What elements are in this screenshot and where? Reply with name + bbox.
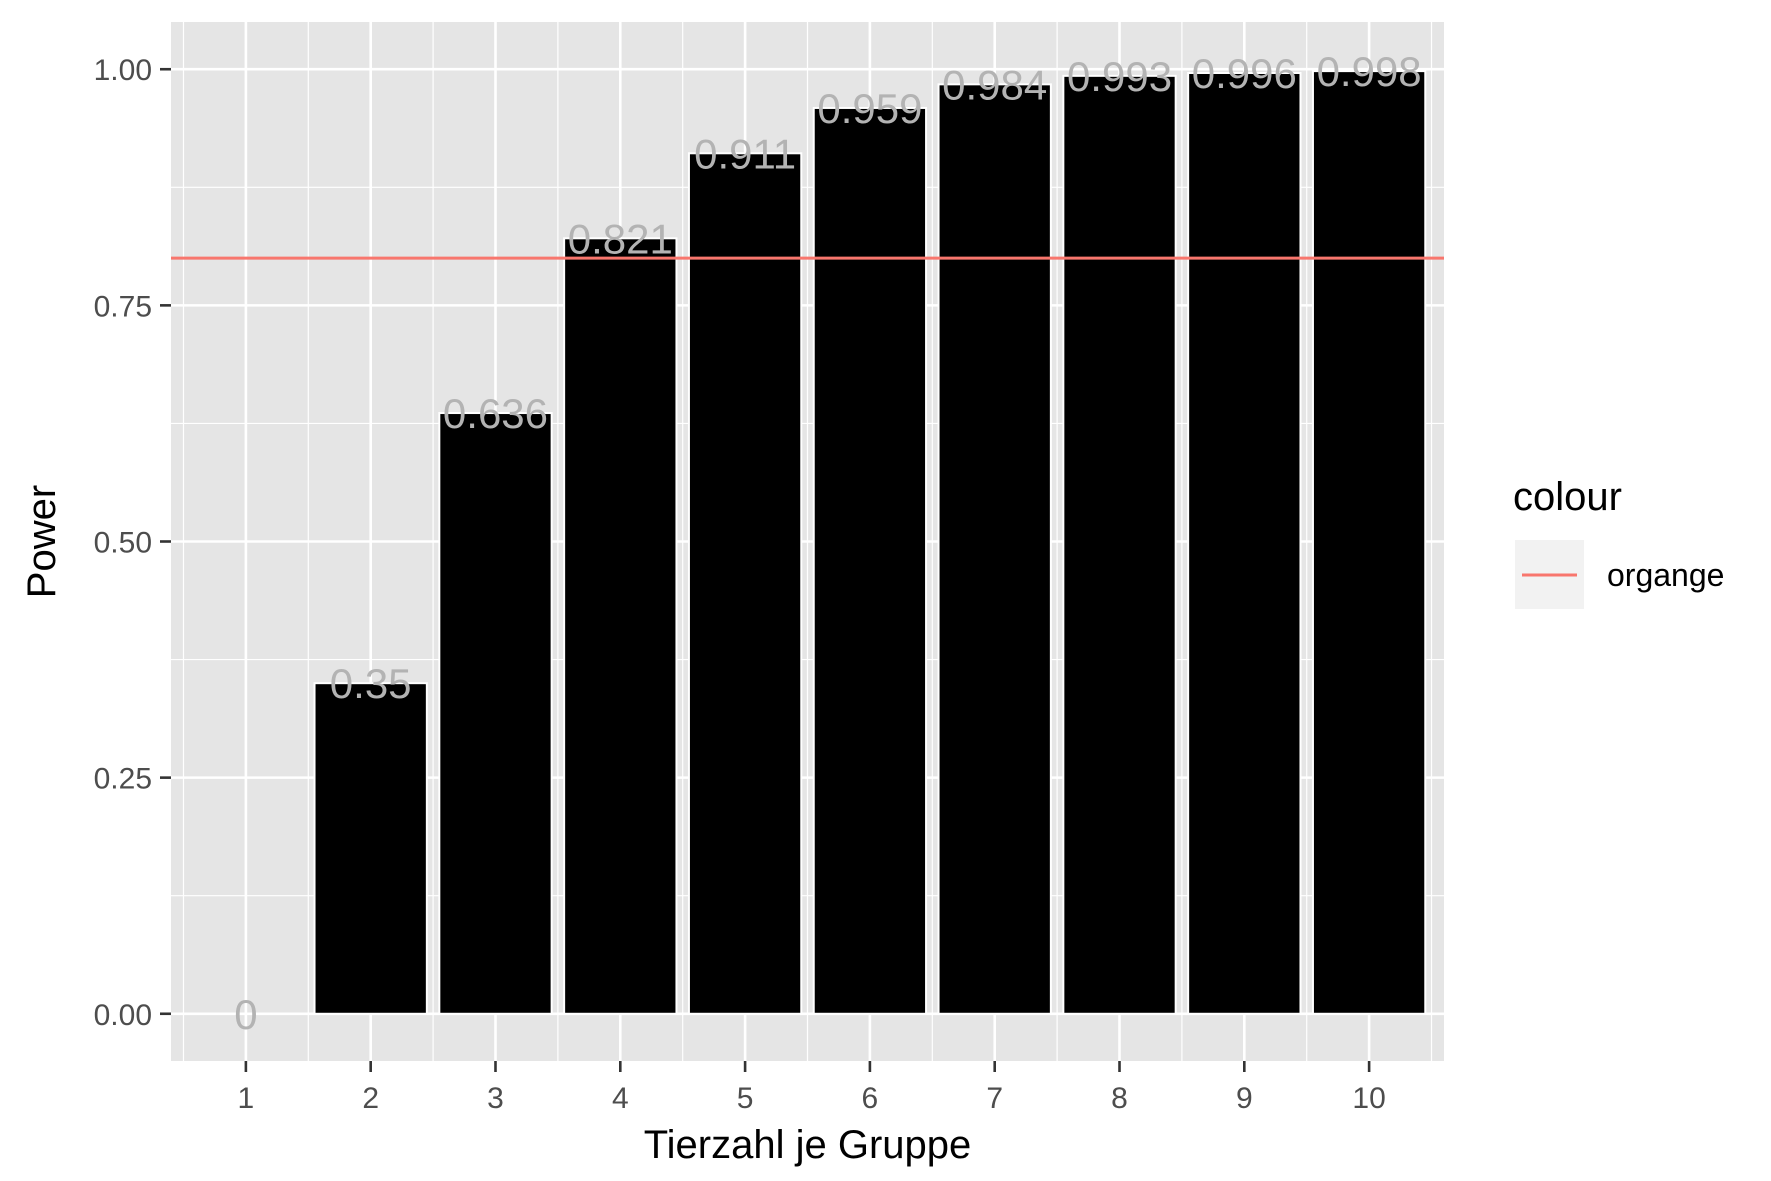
bar-10 xyxy=(1311,70,1427,1015)
x-tick-label: 3 xyxy=(487,1082,504,1115)
data-label-7: 0.984 xyxy=(942,61,1047,108)
bar-4 xyxy=(563,237,678,1015)
x-tick-label: 1 xyxy=(238,1082,255,1115)
legend-item-label: organge xyxy=(1607,557,1724,593)
y-axis-title: Power xyxy=(20,485,64,598)
legend-title: colour xyxy=(1513,475,1622,519)
x-tick-label: 4 xyxy=(612,1082,629,1115)
x-tick-label: 9 xyxy=(1236,1082,1253,1115)
bar-6 xyxy=(812,106,928,1015)
legend: colour organge xyxy=(1513,475,1724,609)
y-tick-label: 0.00 xyxy=(94,999,152,1032)
y-tick-label: 0.75 xyxy=(94,290,152,323)
data-label-6: 0.959 xyxy=(817,85,922,132)
x-axis: 1 2 3 4 5 6 7 8 9 10 xyxy=(238,1061,1386,1115)
bar-5 xyxy=(687,152,803,1015)
bar-7 xyxy=(937,83,1052,1015)
x-tick-label: 6 xyxy=(862,1082,879,1115)
x-tick-label: 2 xyxy=(362,1082,379,1115)
x-tick-label: 8 xyxy=(1111,1082,1128,1115)
bar-8 xyxy=(1062,74,1177,1015)
bar-2 xyxy=(313,682,428,1015)
x-tick-label: 10 xyxy=(1352,1082,1385,1115)
bar-3 xyxy=(438,412,553,1015)
x-tick-label: 5 xyxy=(737,1082,754,1115)
bar-9 xyxy=(1187,72,1302,1015)
data-label-5: 0.911 xyxy=(694,130,796,177)
data-label-2: 0.35 xyxy=(330,660,412,707)
y-axis: 0.00 0.25 0.50 0.75 1.00 xyxy=(94,54,171,1032)
data-label-8: 0.993 xyxy=(1067,53,1172,100)
y-tick-label: 1.00 xyxy=(94,54,152,87)
data-label-9: 0.996 xyxy=(1192,50,1297,97)
x-axis-title: Tierzahl je Gruppe xyxy=(644,1123,972,1167)
data-labels: 0 0.35 0.636 0.821 0.911 0.959 0.984 0.993 0.996… xyxy=(234,48,1421,1038)
data-label-1: 0 xyxy=(234,991,257,1038)
y-tick-label: 0.25 xyxy=(94,763,152,796)
y-tick-label: 0.50 xyxy=(94,527,152,560)
data-label-3: 0.636 xyxy=(443,390,548,437)
x-tick-label: 7 xyxy=(986,1082,1003,1115)
data-label-10: 0.998 xyxy=(1317,48,1422,95)
data-label-4: 0.821 xyxy=(568,215,673,262)
